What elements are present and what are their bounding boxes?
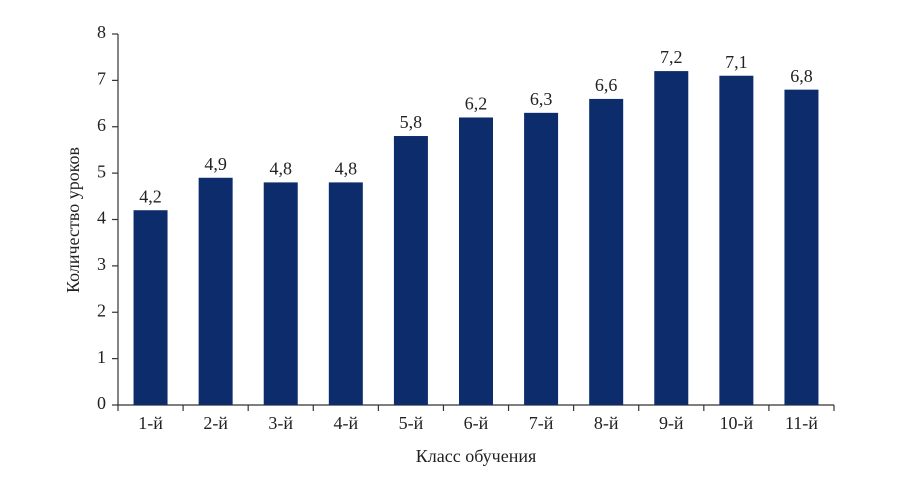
bar [719,75,754,406]
bar [263,182,298,405]
bar [589,98,624,406]
y-tick-label: 1 [97,347,106,367]
x-tick-label: 3-й [268,413,293,433]
value-label: 4,8 [335,159,358,179]
value-label: 4,2 [139,186,162,206]
value-label: 6,3 [530,89,553,109]
x-tick-label: 11-й [785,413,818,433]
x-tick-label: 8-й [594,413,619,433]
y-tick-label: 8 [97,22,106,42]
bar [328,182,363,405]
x-tick-label: 7-й [529,413,554,433]
bar [654,71,689,405]
bar [784,89,819,406]
x-tick-label: 6-й [464,413,489,433]
y-axis-label: Количество уроков [63,147,83,293]
y-tick-label: 3 [97,254,106,274]
value-label: 6,6 [595,75,618,95]
bar [133,210,168,405]
y-tick-label: 6 [97,115,106,135]
value-label: 7,2 [660,47,683,67]
x-tick-label: 4-й [333,413,358,433]
x-tick-label: 5-й [399,413,424,433]
bar [198,177,233,405]
bar [393,136,428,405]
x-tick-label: 1-й [138,413,163,433]
x-axis-label: Класс обучения [416,446,537,466]
value-label: 6,8 [790,66,813,86]
y-tick-label: 2 [97,300,106,320]
value-label: 4,8 [269,159,292,179]
value-label: 4,9 [204,154,227,174]
value-label: 7,1 [725,52,748,72]
y-tick-label: 4 [97,208,106,228]
bar [459,117,493,405]
bar [524,112,559,406]
y-tick-label: 0 [97,393,106,413]
y-tick-label: 7 [97,69,106,89]
x-tick-label: 2-й [203,413,228,433]
x-tick-label: 10-й [720,413,754,433]
value-label: 6,2 [465,94,488,114]
value-label: 5,8 [400,112,423,132]
y-tick-label: 5 [97,161,106,181]
x-tick-label: 9-й [659,413,684,433]
